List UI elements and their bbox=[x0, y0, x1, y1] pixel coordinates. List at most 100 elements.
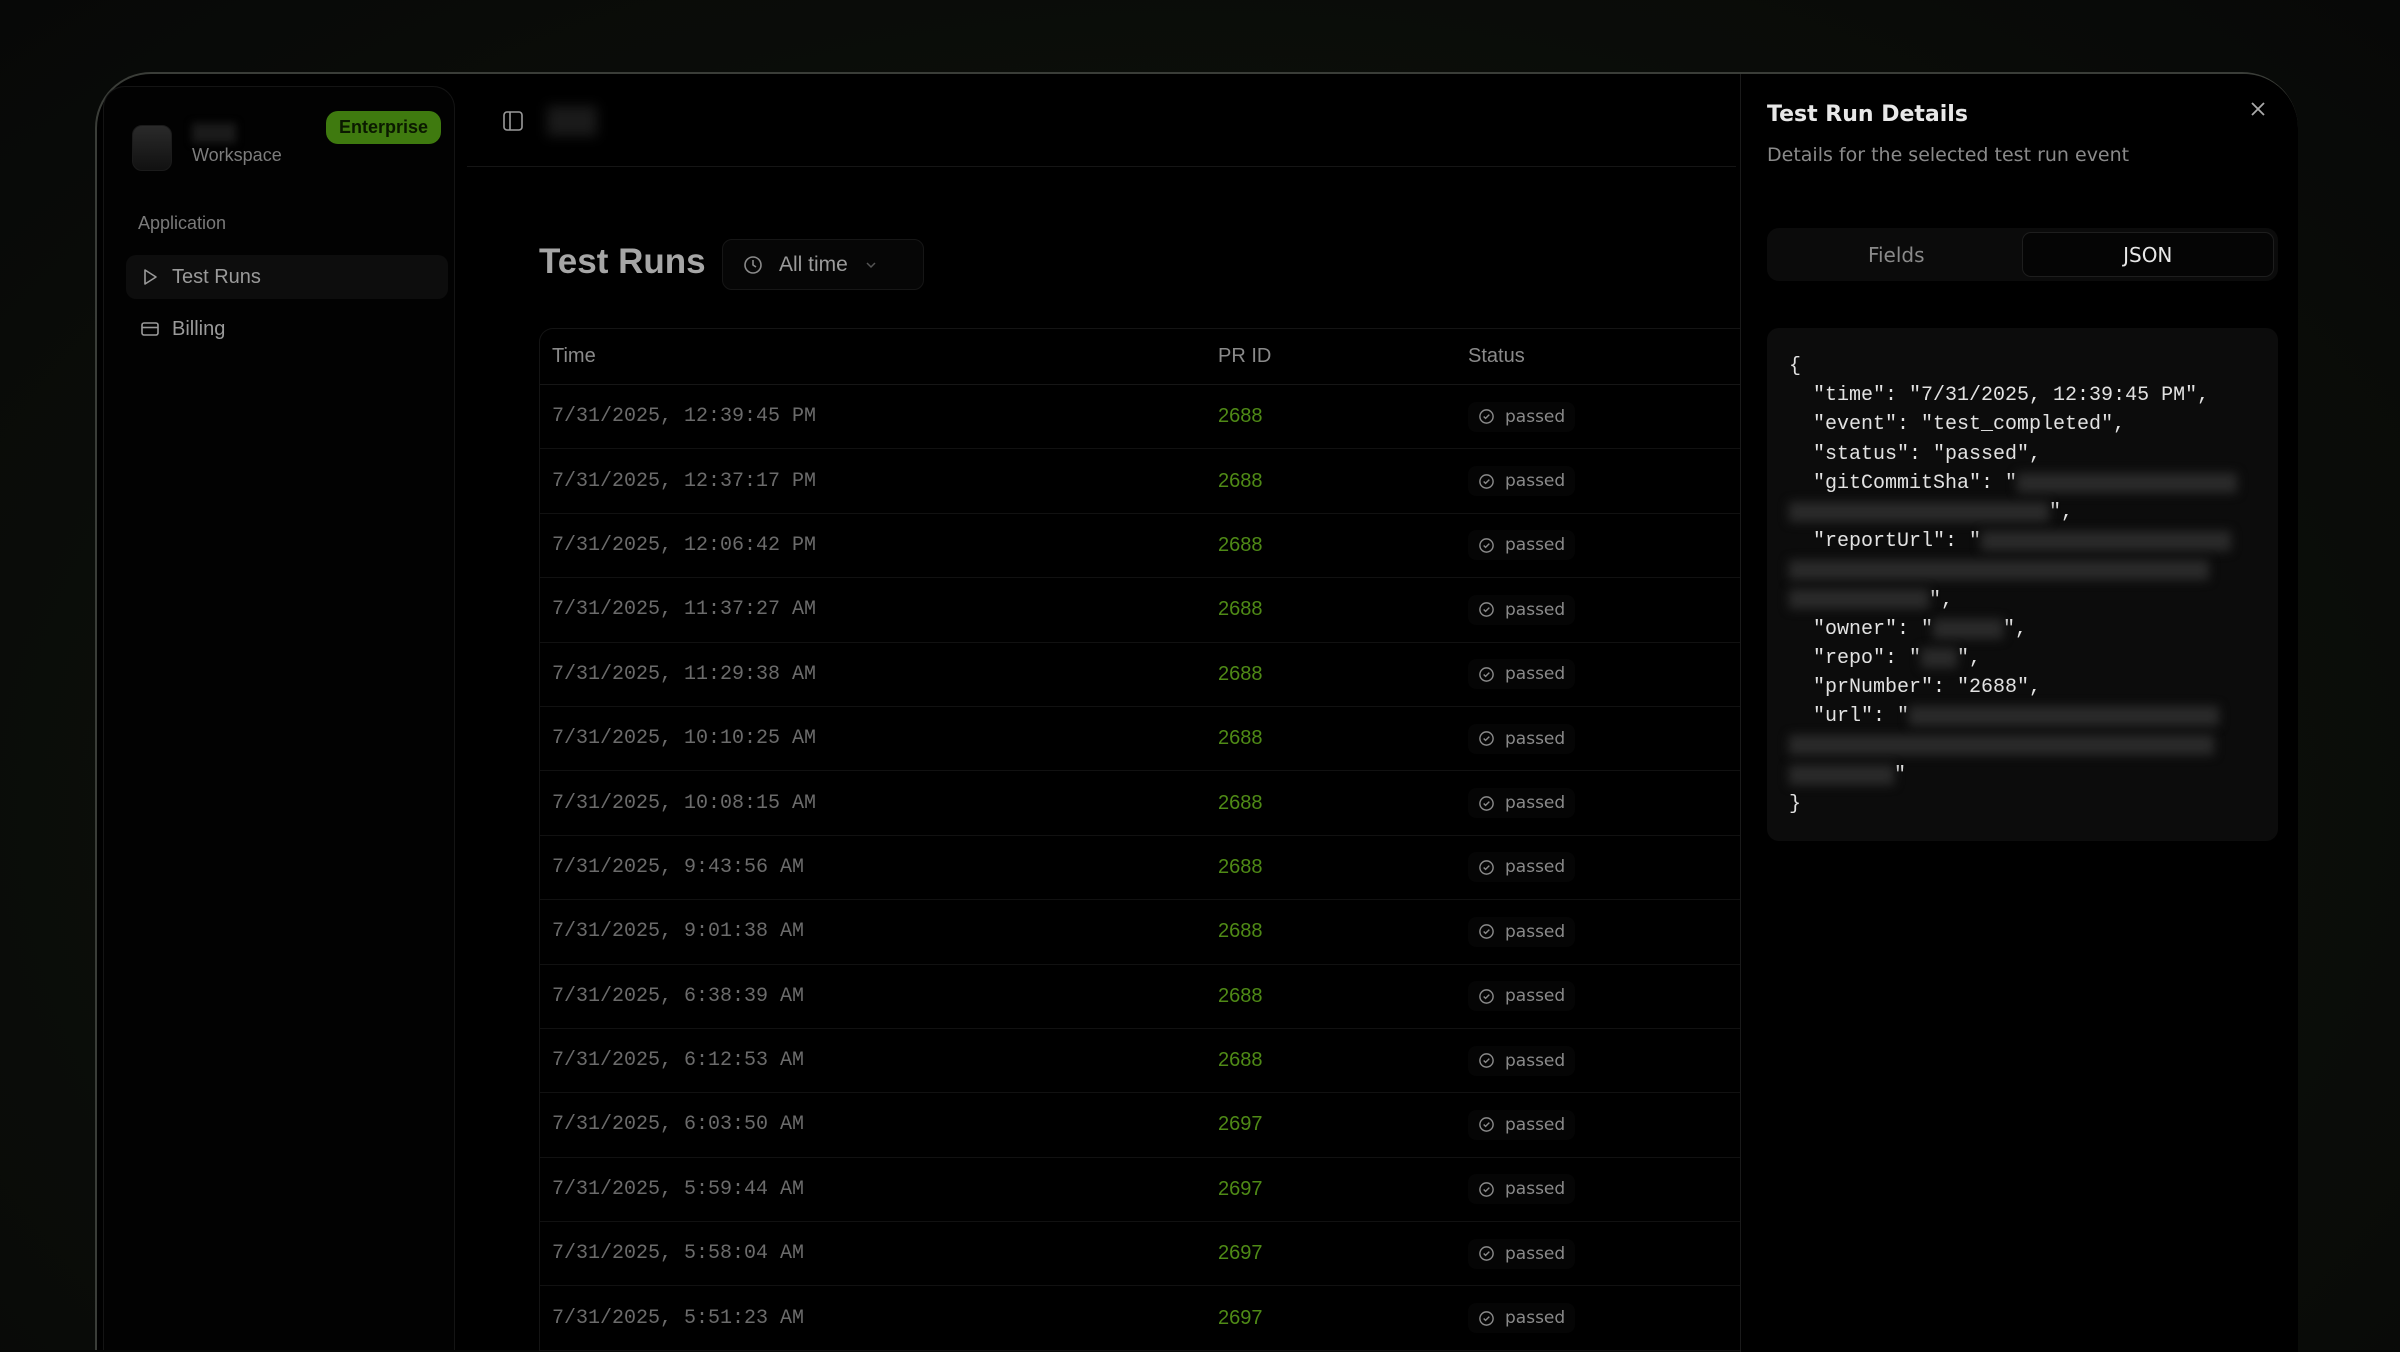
cell-pr-id[interactable]: 2688 bbox=[1218, 662, 1263, 685]
status-badge: passed bbox=[1468, 723, 1576, 754]
panel-title: Test Run Details bbox=[1767, 102, 1968, 127]
status-label: passed bbox=[1505, 921, 1566, 942]
page-title: Test Runs bbox=[539, 242, 706, 281]
cell-pr-id[interactable]: 2688 bbox=[1218, 920, 1263, 943]
status-label: passed bbox=[1505, 535, 1566, 556]
workspace-name-redacted bbox=[192, 123, 236, 143]
table-row[interactable]: 7/31/2025, 6:03:50 AM 2697 passed bbox=[540, 1093, 1748, 1158]
workspace-label: Workspace bbox=[192, 145, 282, 165]
cell-pr-id[interactable]: 2688 bbox=[1218, 405, 1263, 428]
column-header-status[interactable]: Status bbox=[1468, 345, 1525, 367]
status-badge: passed bbox=[1468, 1045, 1576, 1076]
sidebar-item-billing[interactable]: Billing bbox=[126, 307, 448, 351]
cell-time: 7/31/2025, 11:37:27 AM bbox=[552, 598, 817, 622]
cell-pr-id[interactable]: 2688 bbox=[1218, 791, 1263, 814]
sidebar-item-label: Billing bbox=[172, 317, 226, 340]
cell-time: 7/31/2025, 6:12:53 AM bbox=[552, 1049, 805, 1073]
table-row[interactable]: 7/31/2025, 5:58:04 AM 2697 passed bbox=[540, 1222, 1748, 1287]
cell-pr-id[interactable]: 2697 bbox=[1218, 1242, 1263, 1265]
check-circle-icon bbox=[1479, 1246, 1494, 1262]
status-label: passed bbox=[1505, 599, 1566, 620]
table-row[interactable]: 7/31/2025, 9:01:38 AM 2688 passed bbox=[540, 900, 1748, 965]
check-circle-icon bbox=[1479, 988, 1494, 1004]
cell-time: 7/31/2025, 12:06:42 PM bbox=[552, 533, 817, 557]
status-badge: passed bbox=[1468, 659, 1576, 690]
cell-time: 7/31/2025, 5:59:44 AM bbox=[552, 1177, 805, 1201]
cell-pr-id[interactable]: 2688 bbox=[1218, 727, 1263, 750]
table-row[interactable]: 7/31/2025, 10:10:25 AM 2688 passed bbox=[540, 707, 1748, 772]
check-circle-icon bbox=[1479, 1310, 1494, 1326]
status-label: passed bbox=[1505, 793, 1566, 814]
cell-time: 7/31/2025, 5:51:23 AM bbox=[552, 1306, 805, 1330]
table-row[interactable]: 7/31/2025, 6:12:53 AM 2688 passed bbox=[540, 1029, 1748, 1094]
table-row[interactable]: 7/31/2025, 12:37:17 PM 2688 passed bbox=[540, 449, 1748, 514]
table-body: 7/31/2025, 12:39:45 PM 2688 passed 7/31/202… bbox=[540, 385, 1748, 1351]
cell-pr-id[interactable]: 2688 bbox=[1218, 533, 1263, 556]
workspace-logo[interactable] bbox=[132, 125, 172, 171]
cell-pr-id[interactable]: 2688 bbox=[1218, 1049, 1263, 1072]
tab-fields[interactable]: Fields bbox=[1867, 242, 1925, 267]
tab-json[interactable]: JSON bbox=[2021, 232, 2274, 277]
credit-card-icon bbox=[141, 322, 159, 336]
table-row[interactable]: 7/31/2025, 11:29:38 AM 2688 passed bbox=[540, 643, 1748, 707]
check-circle-icon bbox=[1479, 860, 1494, 875]
cell-time: 7/31/2025, 5:58:04 AM bbox=[552, 1242, 805, 1266]
table-row[interactable]: 7/31/2025, 6:38:39 AM 2688 passed bbox=[540, 965, 1748, 1029]
cell-time: 7/31/2025, 9:01:38 AM bbox=[552, 920, 805, 944]
table-row[interactable]: 7/31/2025, 5:59:44 AM 2697 passed bbox=[540, 1158, 1748, 1223]
check-circle-icon bbox=[1479, 666, 1494, 682]
chevron-down-icon bbox=[866, 261, 876, 268]
sidebar-item-test-runs[interactable]: Test Runs bbox=[126, 255, 448, 299]
cell-pr-id[interactable]: 2688 bbox=[1218, 598, 1263, 621]
cell-pr-id[interactable]: 2697 bbox=[1218, 1306, 1263, 1329]
table-row[interactable]: 7/31/2025, 5:51:23 AM 2697 passed bbox=[540, 1286, 1748, 1351]
column-header-pr-id[interactable]: PR ID bbox=[1218, 345, 1272, 367]
cell-time: 7/31/2025, 10:08:15 AM bbox=[552, 791, 817, 815]
close-icon[interactable] bbox=[2247, 98, 2269, 120]
check-circle-icon bbox=[1479, 1117, 1494, 1133]
status-badge: passed bbox=[1468, 401, 1576, 432]
redacted-value bbox=[1981, 530, 2232, 551]
sidebar-toggle-icon[interactable] bbox=[502, 110, 524, 132]
status-label: passed bbox=[1505, 728, 1566, 749]
check-circle-icon bbox=[1479, 602, 1494, 618]
check-circle-icon bbox=[1479, 473, 1494, 489]
status-label: passed bbox=[1505, 1114, 1566, 1135]
json-viewer: { "time": "7/31/2025, 12:39:45 PM", "eve… bbox=[1767, 328, 2278, 841]
table-row[interactable]: 7/31/2025, 11:37:27 AM 2688 passed bbox=[540, 578, 1748, 643]
cell-pr-id[interactable]: 2697 bbox=[1218, 1113, 1263, 1136]
redacted-value bbox=[1789, 560, 2209, 581]
cell-pr-id[interactable]: 2688 bbox=[1218, 855, 1263, 878]
cell-time: 7/31/2025, 12:37:17 PM bbox=[552, 469, 817, 493]
json-time: 7/31/2025, 12:39:45 PM bbox=[1921, 384, 2186, 408]
cell-pr-id[interactable]: 2688 bbox=[1218, 984, 1263, 1007]
panel-subtitle: Details for the selected test run event bbox=[1767, 144, 2130, 166]
table-row[interactable]: 7/31/2025, 10:08:15 AM 2688 passed bbox=[540, 771, 1748, 836]
status-badge: passed bbox=[1468, 788, 1576, 819]
time-range-select[interactable]: All time bbox=[722, 239, 924, 290]
json-status: passed bbox=[1945, 442, 2018, 466]
status-badge: passed bbox=[1468, 594, 1576, 625]
cell-time: 7/31/2025, 10:10:25 AM bbox=[552, 727, 817, 751]
table-row[interactable]: 7/31/2025, 12:39:45 PM 2688 passed bbox=[540, 385, 1748, 450]
plan-badge: Enterprise bbox=[326, 111, 442, 144]
redacted-value bbox=[2017, 472, 2238, 493]
table-header: Time PR ID Status bbox=[540, 329, 1748, 385]
check-circle-icon bbox=[1479, 538, 1494, 553]
status-badge: passed bbox=[1468, 852, 1576, 883]
json-event: test_completed bbox=[1933, 413, 2102, 437]
table-row[interactable]: 7/31/2025, 12:06:42 PM 2688 passed bbox=[540, 514, 1748, 579]
check-circle-icon bbox=[1479, 409, 1494, 425]
cell-pr-id[interactable]: 2688 bbox=[1218, 469, 1263, 492]
cell-pr-id[interactable]: 2697 bbox=[1218, 1177, 1263, 1200]
status-label: passed bbox=[1505, 664, 1566, 685]
column-header-time[interactable]: Time bbox=[552, 345, 596, 367]
status-badge: passed bbox=[1468, 466, 1576, 497]
header-divider bbox=[467, 166, 1736, 167]
check-circle-icon bbox=[1479, 924, 1494, 940]
table-row[interactable]: 7/31/2025, 9:43:56 AM 2688 passed bbox=[540, 836, 1748, 901]
status-badge: passed bbox=[1468, 1109, 1576, 1140]
redacted-value bbox=[1789, 735, 2214, 756]
json-pr-number: 2688 bbox=[1969, 676, 2018, 700]
status-badge: passed bbox=[1468, 1174, 1576, 1205]
